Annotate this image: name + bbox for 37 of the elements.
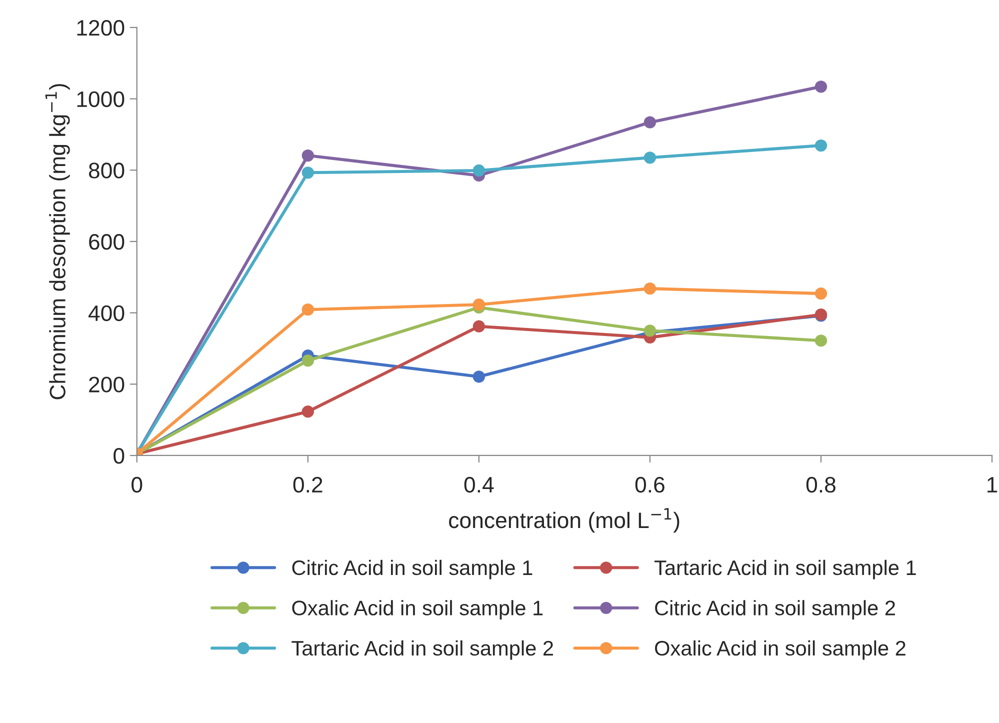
x-tick-label: 0.2 — [293, 476, 322, 493]
point — [814, 287, 828, 300]
y-tick-label: 800 — [88, 162, 124, 178]
x-tick-label: 0 — [132, 476, 142, 493]
y-tick-label: 400 — [88, 305, 124, 322]
point — [472, 320, 485, 332]
point — [302, 304, 314, 316]
x-tick-label: 1 — [988, 477, 998, 492]
point — [302, 406, 314, 418]
point — [302, 354, 314, 367]
y-tick-label: 200 — [89, 376, 124, 392]
legend-label: Tartaric Acid in soil sample 2 — [292, 640, 553, 660]
x-tick-label: 0.8 — [806, 476, 836, 493]
y-tick-label: 1000 — [77, 91, 124, 108]
point — [814, 139, 828, 152]
point — [472, 370, 485, 383]
point — [472, 164, 485, 177]
point — [644, 282, 656, 295]
y-tick-label: 0 — [114, 448, 124, 464]
point — [644, 116, 656, 128]
point — [814, 334, 828, 347]
legend-label: Citric Acid in soil sample 1 — [292, 560, 532, 580]
x-tick-label: 0.6 — [635, 476, 664, 493]
legend-label: Oxalic Acid in soil sample 1 — [292, 600, 543, 620]
legend-label: Oxalic Acid in soil sample 2 — [655, 640, 906, 660]
point — [472, 298, 485, 311]
legend-label: Tartaric Acid in soil sample 1 — [654, 560, 916, 580]
x-tick-label: 0.4 — [464, 476, 494, 493]
x-axis-title: concentration (mol L$^{−1}$) — [449, 508, 680, 533]
point — [302, 166, 314, 179]
y-axis-title: Chromium desorption (mg kg$^{−1}$) — [45, 84, 70, 400]
point — [814, 80, 828, 93]
y-tick-label: 1200 — [77, 20, 124, 36]
point — [302, 149, 314, 162]
point — [644, 152, 656, 164]
legend-label: Citric Acid in soil sample 2 — [655, 600, 895, 620]
y-tick-label: 600 — [89, 234, 124, 250]
